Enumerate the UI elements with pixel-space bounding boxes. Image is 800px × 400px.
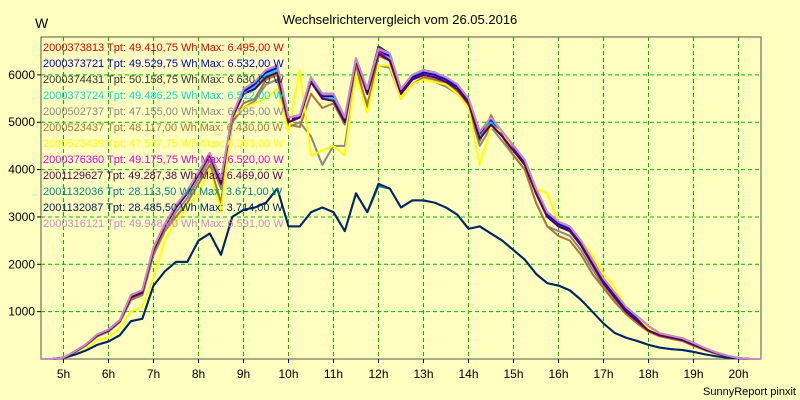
x-tick-label: 11h — [324, 367, 343, 381]
legend-entry-5: 2000523437 Tpt: 48.117,00 Wh Max: 6.430,… — [43, 122, 284, 134]
x-tick-label: 20h — [728, 367, 748, 381]
y-tick-label: 3000 — [8, 210, 35, 224]
grid-lines — [41, 37, 761, 359]
legend-entry-11: 2000316121 Tpt: 49.948,00 Wh Max: 6.591,… — [43, 218, 284, 230]
legend-entry-7: 2000376360 Tpt: 49.175,75 Wh Max: 6.520,… — [43, 154, 284, 166]
legend-entry-3: 2000373724 Tpt: 49.486,25 Wh Max: 6.512,… — [43, 90, 284, 102]
x-tick-label: 16h — [548, 367, 568, 381]
y-tick-label: 6000 — [8, 68, 35, 82]
x-tick-label: 9h — [237, 367, 250, 381]
credit-text: SunnyReport pinxit — [703, 386, 796, 398]
x-tick-label: 14h — [458, 367, 478, 381]
x-tick-label: 13h — [413, 367, 433, 381]
legend-entry-10: 2001132087 Tpt: 28.485,50 Wh Max: 3.714,… — [43, 202, 284, 214]
x-tick-label: 15h — [503, 367, 523, 381]
x-tick-label: 10h — [278, 367, 298, 381]
y-tick-label: 1000 — [8, 305, 35, 319]
x-tick-label: 7h — [147, 367, 160, 381]
legend-entry-8: 2001129627 Tpt: 49.287,38 Wh Max: 6.469,… — [43, 170, 284, 182]
chart-title: Wechselrichtervergleich vom 26.05.2016 — [283, 12, 518, 27]
series-lines — [41, 45, 761, 360]
x-tick-label: 17h — [593, 367, 613, 381]
legend-entry-2: 2000374431 Tpt: 50.158,75 Wh Max: 6.630,… — [43, 74, 284, 86]
legend: 2000373813 Tpt: 49.410,75 Wh Max: 6.495,… — [43, 42, 284, 230]
legend-entry-6: 2000523439 Tpt: 47.537,75 Wh Max: 6.363,… — [43, 138, 284, 150]
x-tick-label: 19h — [683, 367, 703, 381]
x-tick-label: 18h — [638, 367, 658, 381]
y-tick-label: 5000 — [8, 115, 35, 129]
series-line-11 — [41, 47, 761, 360]
x-tick-label: 6h — [102, 367, 115, 381]
legend-entry-4: 2000502737 Tpt: 47.155,00 Wh Max: 6.195,… — [43, 106, 284, 118]
axes: 5h 6h 7h 8h 9h 10h 11h 12h 13h 14h 15h 16h 17h 18h 19h… — [8, 68, 748, 381]
legend-entry-9: 2001132036 Tpt: 28.113,50 Wh Max: 3.671,… — [43, 186, 283, 198]
y-axis-label: W — [35, 15, 49, 31]
series-line-10 — [41, 182, 761, 360]
x-tick-label: 8h — [192, 367, 205, 381]
y-tick-label: 2000 — [8, 257, 35, 271]
series-line-8 — [41, 52, 761, 360]
legend-entry-1: 2000373721 Tpt: 49.529,75 Wh Max: 6.532,… — [43, 58, 284, 70]
x-tick-label: 12h — [368, 367, 388, 381]
y-tick-label: 4000 — [8, 163, 35, 177]
x-tick-label: 5h — [57, 367, 70, 381]
legend-entry-0: 2000373813 Tpt: 49.410,75 Wh Max: 6.495,… — [43, 42, 284, 54]
